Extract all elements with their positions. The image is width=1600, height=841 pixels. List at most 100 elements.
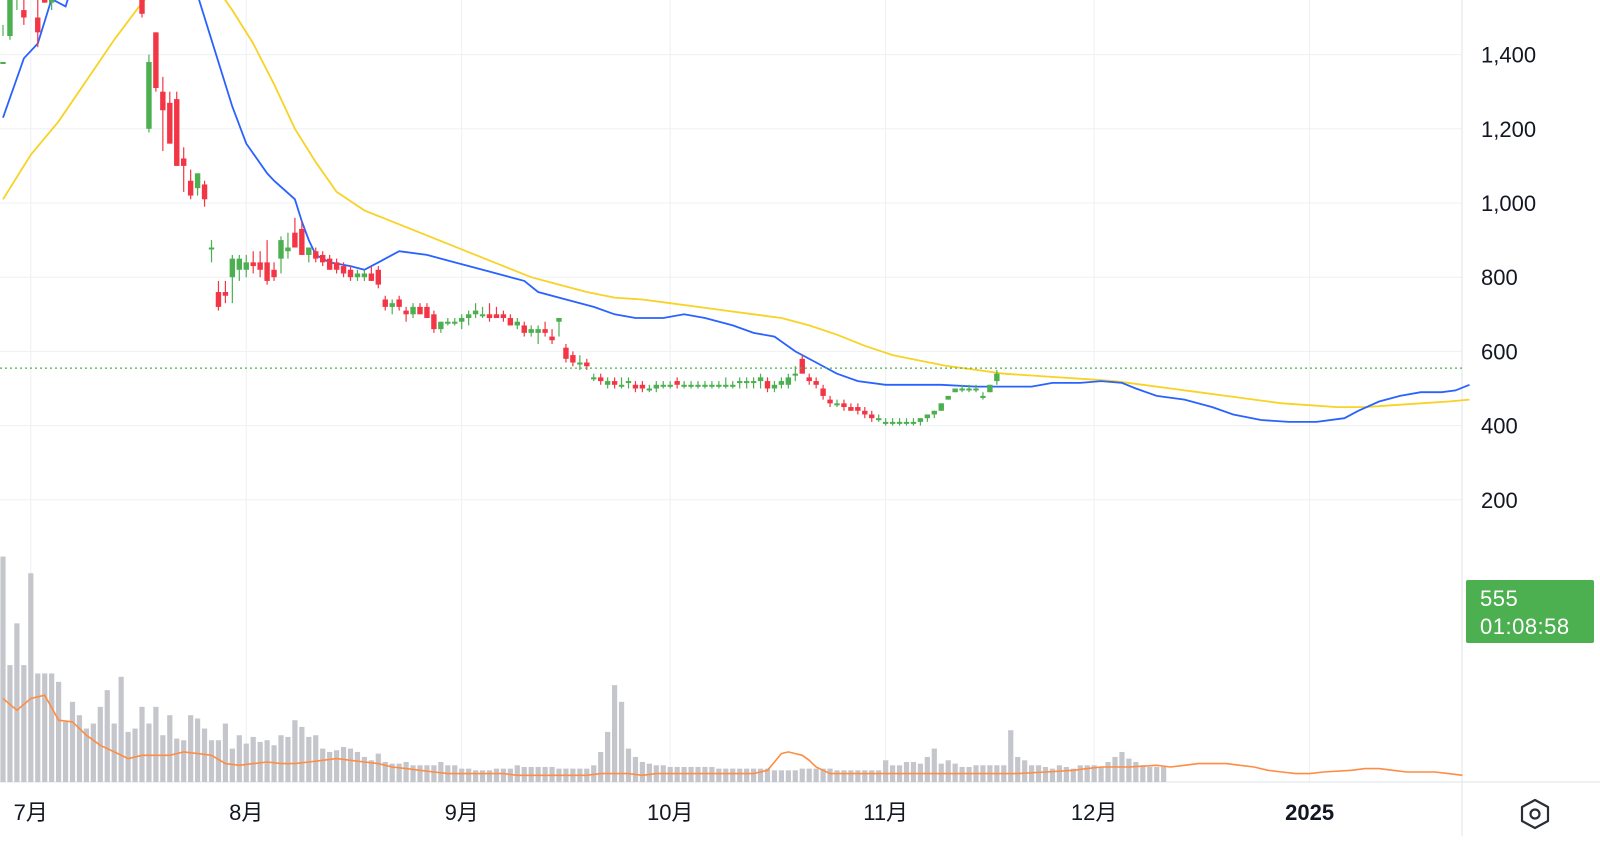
volume-bar — [28, 573, 34, 782]
volume-bar — [688, 766, 694, 782]
volume-bar — [1126, 758, 1132, 782]
candle-body — [771, 384, 778, 389]
candle-body — [424, 306, 430, 319]
candle-body — [660, 384, 666, 387]
volume-bar — [521, 766, 527, 782]
volume-bar — [132, 728, 138, 782]
candle-body — [716, 384, 722, 387]
volume-bar — [1161, 766, 1167, 782]
volume-bar — [493, 768, 500, 782]
candle-body — [146, 62, 152, 129]
candle-body — [869, 414, 875, 419]
candle-body — [688, 384, 694, 387]
volume-bar — [931, 748, 937, 782]
volume-bar — [466, 768, 472, 782]
volume-bar — [222, 723, 228, 782]
volume-bar — [924, 756, 930, 782]
candle-body — [285, 247, 291, 252]
candle-body — [326, 258, 333, 270]
x-axis-tick-label: 11月 — [863, 800, 908, 825]
volume-bar — [278, 735, 284, 782]
candle-body — [410, 306, 416, 315]
volume-bar — [730, 768, 736, 782]
volume-bar — [1070, 768, 1076, 782]
volume-bar — [160, 735, 166, 782]
x-axis-tick-label: 12月 — [1071, 800, 1117, 825]
candle-body — [382, 299, 388, 307]
candle-body — [48, 0, 55, 3]
volume-bar — [90, 723, 96, 782]
volume-bar — [42, 673, 48, 782]
volume-bar — [1029, 765, 1035, 782]
volume-bar — [250, 736, 256, 782]
volume-bar — [1140, 765, 1146, 782]
volume-bar — [1042, 766, 1049, 782]
candle-body — [0, 62, 6, 65]
volume-ma-line — [2, 694, 1463, 777]
candle-body — [695, 384, 701, 387]
volume-bar — [702, 766, 708, 782]
volume-bar — [354, 751, 361, 782]
volume-bar — [674, 766, 680, 782]
volume-bar — [361, 756, 367, 782]
volume-bar — [473, 770, 479, 782]
candle-body — [271, 269, 277, 278]
x-axis-tick-label: 10月 — [647, 800, 693, 825]
candle-body — [980, 395, 986, 398]
volume-bar — [292, 720, 298, 782]
volume-bar — [959, 766, 965, 782]
volume-bar — [14, 623, 20, 782]
volume-bar — [806, 768, 812, 782]
volume-bar — [709, 766, 715, 782]
volume-bar — [76, 715, 83, 782]
candle-body — [764, 381, 771, 389]
candle-body — [931, 410, 937, 415]
volume-bar — [403, 761, 409, 782]
candle-body — [368, 273, 375, 281]
volume-bar — [1056, 765, 1062, 782]
candle-body — [632, 384, 639, 389]
chart-settings-button[interactable] — [1517, 796, 1553, 832]
candle-body — [653, 384, 659, 389]
volume-bar — [744, 768, 750, 782]
volume-bar — [792, 770, 798, 782]
volume-bar — [903, 761, 910, 782]
volume-bar — [118, 676, 124, 782]
volume-bar — [264, 740, 270, 782]
volume-bar — [410, 765, 416, 782]
candle-body — [938, 403, 944, 411]
candle-body — [882, 421, 889, 424]
candle-body — [459, 318, 465, 322]
volume-bar — [396, 763, 402, 782]
candle-body — [250, 262, 256, 267]
volume-bar — [827, 768, 833, 782]
candle-body — [208, 247, 215, 250]
volume-bar — [438, 761, 444, 782]
candle-body — [396, 299, 402, 307]
volume-bar — [820, 768, 826, 782]
candle-body — [313, 251, 319, 259]
candle-body — [417, 306, 423, 315]
candle-body — [827, 399, 833, 404]
volume-bar — [125, 731, 131, 782]
volume-bar — [535, 766, 541, 782]
volume-bar — [945, 760, 951, 782]
candle-body — [813, 381, 819, 385]
volume-bar — [514, 765, 520, 782]
candle-body — [21, 10, 27, 18]
volume-bar — [764, 768, 771, 782]
volume-bar — [612, 685, 618, 782]
volume-bar — [21, 665, 27, 782]
candle-body — [535, 329, 541, 333]
volume-bar — [1008, 730, 1014, 782]
y-axis-tick-label: 600 — [1481, 339, 1518, 364]
candle-body — [924, 414, 931, 419]
candle-body — [500, 314, 507, 319]
candle-body — [306, 247, 312, 255]
volume-bar — [542, 766, 548, 782]
volume-bar — [1133, 761, 1139, 782]
volume-bar — [1147, 766, 1153, 782]
candle-body — [737, 381, 743, 384]
